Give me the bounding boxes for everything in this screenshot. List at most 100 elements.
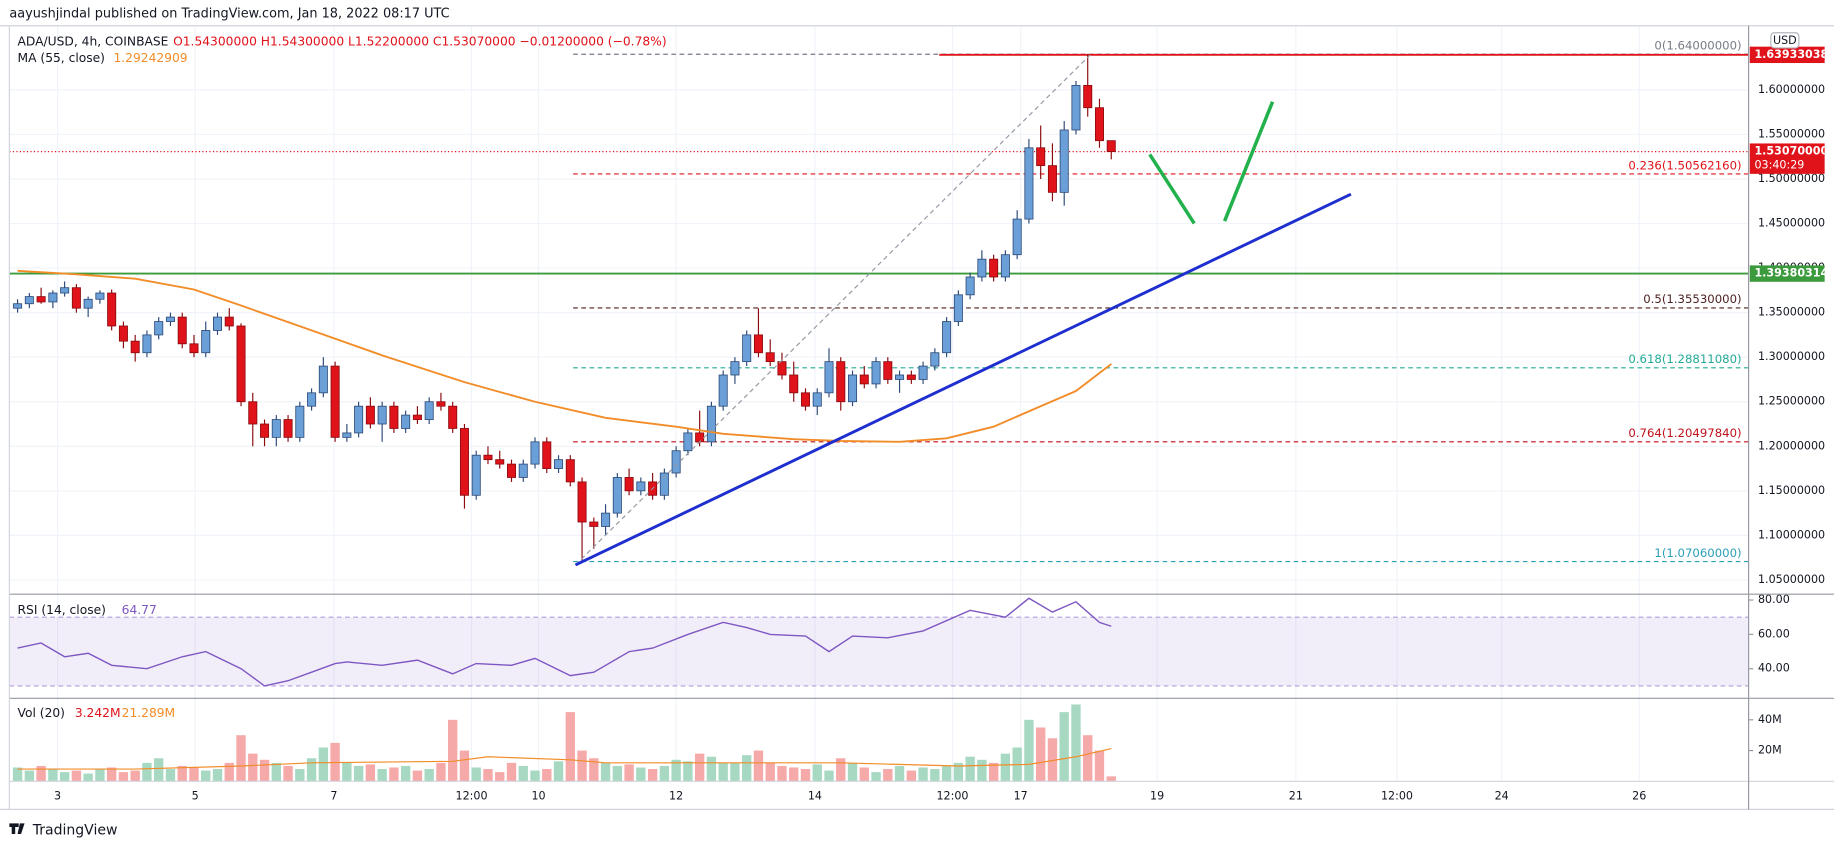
volume-bar — [1024, 719, 1034, 782]
trend-line — [574, 192, 1352, 567]
volume-bar — [1036, 727, 1046, 782]
ma-legend: MA (55, close) — [18, 51, 105, 65]
volume-bar — [177, 765, 187, 782]
candle-body — [565, 459, 575, 483]
rsi-value: 64.77 — [122, 603, 157, 617]
volume-bar — [118, 772, 129, 782]
candle-body — [471, 454, 481, 496]
volume-bar — [518, 765, 528, 782]
volume-bar — [730, 762, 740, 782]
volume-bar — [977, 759, 987, 782]
published: aayushjindal published on TradingView.co… — [9, 7, 449, 22]
rsi-band — [9, 617, 1749, 686]
y-tick-label: 1.10000000 — [1758, 528, 1825, 541]
volume-bar — [36, 765, 46, 782]
candle-body — [260, 423, 270, 438]
volume-bar — [59, 772, 70, 782]
candle-body — [271, 419, 281, 438]
volume-bar — [483, 769, 493, 782]
candle-body — [942, 321, 952, 354]
currency-box[interactable] — [1770, 32, 1800, 49]
candle-body — [401, 414, 411, 429]
candle-body — [1106, 140, 1116, 153]
volume-bar — [1106, 776, 1116, 782]
x-tick-label: 12:00 — [1381, 790, 1413, 803]
candle-body — [24, 296, 34, 305]
volume-bar — [506, 762, 517, 782]
volume-bar — [201, 770, 211, 782]
candle-body — [189, 343, 199, 354]
volume-bar — [306, 758, 317, 782]
volume-bar — [753, 750, 764, 782]
volume-bar — [683, 761, 693, 782]
candle-body — [930, 352, 940, 367]
candle-body — [201, 330, 211, 354]
volume-bar — [553, 761, 564, 782]
candle-body — [307, 392, 317, 407]
vol-ma-value: 21.289M — [122, 706, 176, 720]
candle-body — [1071, 85, 1081, 131]
volume-bar — [659, 765, 670, 782]
volume-bar — [365, 764, 376, 782]
volume-bar — [765, 762, 775, 782]
volume-bar — [1059, 712, 1069, 782]
y-tick-label: 1.50000000 — [1758, 172, 1825, 185]
x-tick-label: 17 — [1014, 790, 1028, 803]
symbol: ADA/USD, 4h, COINBASE — [18, 35, 169, 49]
candle-body — [883, 361, 893, 380]
candle-body — [718, 374, 728, 407]
y-tick-label: 1.30000000 — [1758, 350, 1825, 363]
volume-bar — [800, 769, 811, 782]
candle-body — [448, 405, 458, 429]
volume-bar — [377, 769, 387, 782]
volume-bar — [24, 770, 35, 782]
x-tick-label: 12:00 — [936, 790, 968, 803]
arrow-down — [1148, 153, 1196, 225]
fib-label: 0.618(1.28811080) — [1628, 352, 1741, 366]
volume-bar — [647, 769, 658, 782]
candle-body — [777, 361, 787, 376]
candle-body — [953, 294, 963, 322]
volume-bar — [424, 769, 434, 782]
volume-bar — [906, 770, 917, 782]
candle-body — [989, 258, 999, 278]
candle-body — [483, 454, 493, 461]
y-tick-label: 20M — [1758, 744, 1782, 757]
fib-label: 0.236(1.50562160) — [1628, 158, 1741, 172]
candle-body — [1059, 129, 1069, 193]
candle-body — [671, 450, 681, 474]
overlay: 3 5 7 12:00 10 12 14 12:00 17 19 21 12:00 24 26 1.0500… — [54, 39, 1828, 803]
candle-body — [495, 459, 505, 465]
volume-bar — [612, 765, 623, 782]
fib-label: 0.764(1.20497840) — [1628, 426, 1741, 440]
candle-body — [601, 512, 611, 527]
volume-bar — [248, 753, 258, 782]
volume-bar — [154, 758, 164, 782]
volume-bar — [165, 769, 176, 782]
volume-bar — [694, 753, 705, 782]
price-label-box — [1749, 46, 1825, 64]
candle-body — [824, 361, 834, 394]
candle-body — [612, 477, 622, 514]
candle-body — [589, 521, 599, 527]
moving-average — [17, 269, 1112, 443]
candle-body — [354, 405, 364, 434]
candle-body — [977, 258, 987, 278]
marks — [9, 53, 1749, 782]
volume-bar — [412, 770, 423, 782]
candle-body — [342, 432, 352, 438]
volume-bar — [836, 758, 846, 782]
candle-body — [636, 481, 646, 492]
candle-body — [424, 401, 434, 420]
price-label-box — [1749, 143, 1825, 174]
price-label: 1.53070000 — [1754, 145, 1828, 158]
y-tick-label: 1.55000000 — [1758, 127, 1825, 140]
candle-body — [906, 374, 916, 380]
x-tick-label: 12:00 — [456, 790, 488, 803]
volume-bar — [671, 759, 681, 782]
candle-body — [1083, 85, 1093, 109]
y-tick-label: 1.15000000 — [1758, 484, 1825, 497]
y-tick-label: 1.45000000 — [1758, 217, 1825, 230]
volume-bar — [871, 772, 881, 782]
